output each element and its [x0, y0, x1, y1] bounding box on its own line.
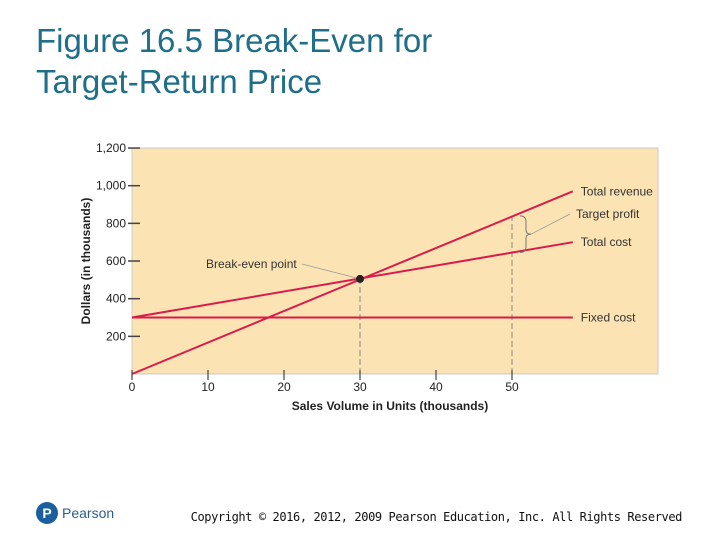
x-tick-label: 20 [277, 380, 291, 394]
x-tick-label: 30 [353, 380, 367, 394]
series-labels: Total revenue Total cost Fixed cost [581, 184, 653, 324]
x-tick-label: 50 [505, 380, 519, 394]
series-lines [131, 190, 574, 375]
y-axis: 200 400 600 800 1,000 1,200 [96, 141, 140, 343]
slide-title: Figure 16.5 Break-Even for Target-Return… [36, 22, 433, 100]
plot-area [131, 147, 659, 375]
annotations: Break-even point Target profit [206, 207, 640, 283]
copyright-notice: Copyright © 2016, 2012, 2009 Pearson Edu… [190, 510, 683, 524]
y-tick-label: 400 [106, 292, 126, 306]
series-line-total-cost [131, 241, 573, 319]
y-axis-title: Dollars (in thousands) [79, 198, 93, 325]
break-even-marker [356, 274, 364, 283]
series-line-total-revenue [131, 190, 574, 375]
y-tick-label: 600 [106, 254, 126, 268]
y-tick-label: 200 [106, 329, 126, 343]
y-tick-label: 1,000 [96, 179, 126, 193]
x-tick-label: 40 [429, 380, 443, 394]
annotation-leader [530, 213, 571, 235]
annotation-leader [301, 263, 357, 279]
x-axis: 0 10 20 30 40 50 [129, 370, 519, 394]
series-label: Total revenue [581, 184, 653, 198]
pearson-p-icon: P [36, 502, 58, 524]
series-label: Fixed cost [581, 311, 636, 325]
y-tick-label: 1,200 [96, 141, 126, 155]
pearson-logo: P Pearson [36, 502, 114, 524]
y-tick-label: 800 [106, 216, 126, 230]
annotation-break-even: Break-even point [206, 257, 297, 271]
x-tick-label: 10 [201, 380, 215, 394]
x-tick-label: 0 [129, 380, 136, 394]
reference-lines [359, 215, 513, 374]
series-label: Total cost [581, 235, 632, 249]
pearson-logo-text: Pearson [62, 505, 115, 521]
x-axis-title: Sales Volume in Units (thousands) [292, 399, 488, 413]
annotation-target-profit: Target profit [576, 207, 640, 221]
